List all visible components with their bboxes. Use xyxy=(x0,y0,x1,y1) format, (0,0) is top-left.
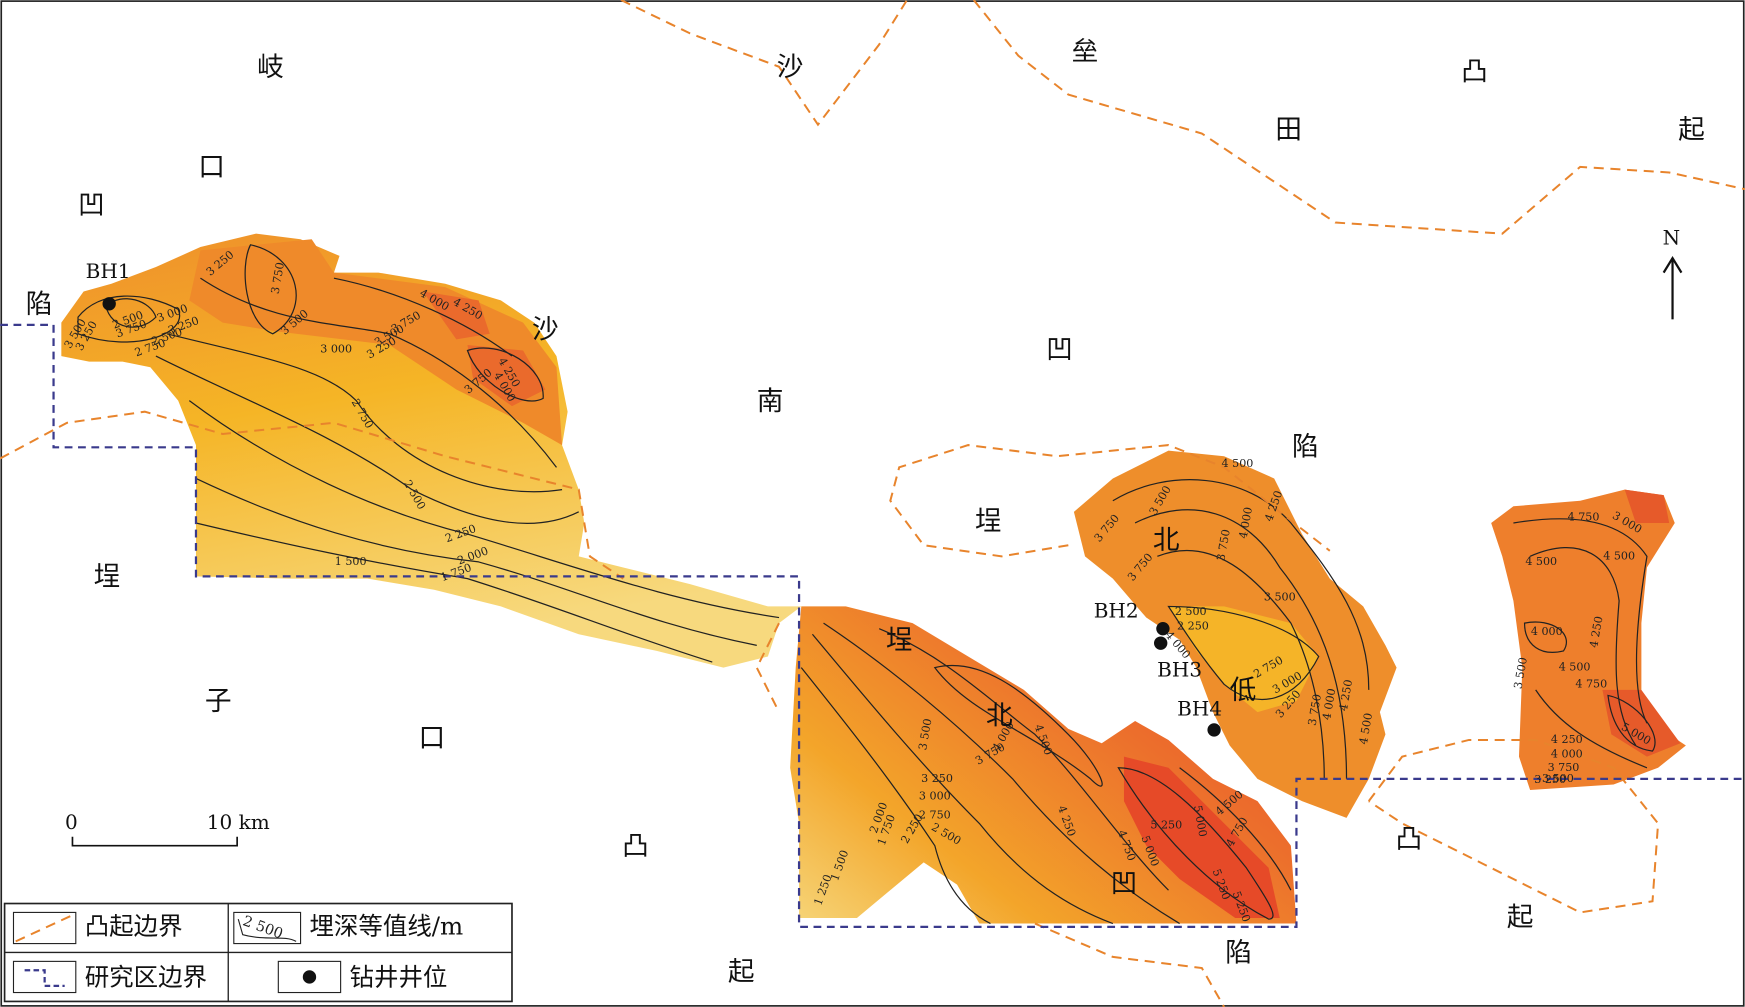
contour-label: 3 750 xyxy=(1548,761,1580,774)
place-label: 低 xyxy=(1230,675,1257,706)
contour-label: 2 750 xyxy=(919,809,951,822)
place-label: 起 xyxy=(1678,114,1705,145)
contour-label: 3 500 xyxy=(1512,656,1530,690)
well-label: BH2 xyxy=(1094,598,1139,622)
well-label: BH3 xyxy=(1157,657,1202,681)
legend-contour: 埋深等值线/m xyxy=(309,911,463,940)
contour-label: 4 500 xyxy=(1357,712,1375,746)
north-arrow: N xyxy=(1663,226,1683,320)
contour-label: 4 000 xyxy=(1551,747,1583,760)
contour-label: 4 250 xyxy=(1587,615,1605,649)
well-dot xyxy=(1207,723,1221,737)
place-label: 凸 xyxy=(1461,56,1488,87)
place-label: 田 xyxy=(1275,114,1302,145)
contour-label: 3 500 xyxy=(916,718,934,752)
place-label: 凹 xyxy=(1111,869,1138,900)
zone-deep xyxy=(189,239,563,446)
place-label: 埕 xyxy=(975,506,1002,537)
contour-label: 4 000 xyxy=(1531,625,1563,638)
study-boundary xyxy=(0,323,1745,928)
contour-label: 3 250 xyxy=(1534,773,1566,786)
place-label: 子 xyxy=(205,686,232,717)
place-label: 北 xyxy=(986,701,1013,732)
scale-start: 0 xyxy=(65,810,78,834)
contour-label: 4 750 xyxy=(1575,677,1607,690)
place-label: 埕 xyxy=(94,562,121,593)
zone-red xyxy=(1123,756,1280,918)
place-label: 岐 xyxy=(257,52,284,83)
place-label: 南 xyxy=(757,386,784,417)
contour-label: 4 250 xyxy=(1337,679,1355,713)
contour-label: 3 750 xyxy=(1214,528,1232,562)
place-label: 沙 xyxy=(532,315,559,346)
legend: 凸起边界 2 500 埋深等值线/m 研究区边界 钻井井位 xyxy=(3,902,513,1003)
well-dot xyxy=(1156,622,1170,636)
contour-label: 3 500 xyxy=(1264,591,1296,604)
legend-study: 研究区边界 xyxy=(85,963,207,992)
place-label: 凸 xyxy=(1395,824,1422,855)
contour-label: 4 000 xyxy=(1320,687,1338,721)
place-label: 起 xyxy=(1507,902,1534,933)
place-label: 埕 xyxy=(886,625,913,656)
place-label: 陷 xyxy=(26,289,53,320)
scale-bar: 0 10 km xyxy=(65,810,270,847)
contour-label: 2 250 xyxy=(1177,619,1209,632)
place-label: 凹 xyxy=(78,190,105,221)
contour-label: 3 750 xyxy=(269,261,287,295)
place-label: 凸 xyxy=(622,831,649,862)
zone-shallow-east xyxy=(1168,606,1319,713)
legend-uplift: 凸起边界 xyxy=(85,911,183,940)
well-dot xyxy=(1154,636,1168,650)
place-labels: 岐沙垒凸田 起口凹陷沙凹南陷埕北埕埕低子 北口凸凸凹起陷起 xyxy=(26,36,1705,987)
place-label: 陷 xyxy=(1292,431,1319,462)
contour-label: 2 500 xyxy=(1175,605,1207,618)
contour-label: 3 250 xyxy=(921,772,953,785)
contour-label: 4 500 xyxy=(1603,549,1635,562)
contours xyxy=(77,244,1656,925)
north-label: N xyxy=(1663,226,1681,250)
contour-label: 3 750 xyxy=(1306,693,1324,727)
scale-end: 10 km xyxy=(207,810,270,834)
contour-label: 4 500 xyxy=(1222,457,1254,470)
contour-label: 3 500 xyxy=(1542,772,1574,785)
contour-label: 4 250 xyxy=(1551,733,1583,746)
contour-label: 1 500 xyxy=(335,555,367,568)
well-label: BH4 xyxy=(1177,696,1222,720)
contour-label: 5 250 xyxy=(1150,819,1182,832)
well-dot xyxy=(102,297,116,311)
place-label: 口 xyxy=(198,152,225,183)
place-label: 起 xyxy=(728,957,755,988)
basin-west xyxy=(61,233,802,668)
place-label: 口 xyxy=(419,723,446,754)
wells: BH1 BH2 BH3 BH4 xyxy=(86,259,1222,737)
well-label: BH1 xyxy=(86,259,131,283)
contour-label: 5 000 xyxy=(1191,804,1209,838)
contour-label: 4 500 xyxy=(1559,661,1591,674)
contour-label: 4 000 xyxy=(1237,506,1255,540)
place-label: 沙 xyxy=(777,52,804,83)
place-label: 陷 xyxy=(1225,938,1252,969)
contour-label: 3 000 xyxy=(919,790,951,803)
place-label: 北 xyxy=(1153,525,1180,556)
legend-well: 钻井井位 xyxy=(350,963,448,992)
contour-label: 3 000 xyxy=(320,342,352,355)
contour-label: 4 500 xyxy=(1525,555,1557,568)
place-label: 垒 xyxy=(1072,36,1099,67)
contour-label: 4 750 xyxy=(1568,510,1600,523)
place-label: 凹 xyxy=(1046,335,1073,366)
